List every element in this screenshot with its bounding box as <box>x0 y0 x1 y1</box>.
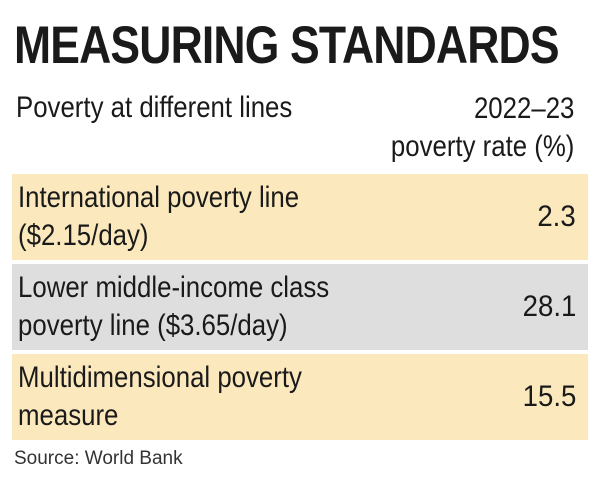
table-row: International poverty line ($2.15/day) 2… <box>12 174 588 260</box>
table-row: Multidimensional poverty measure 15.5 <box>12 354 588 440</box>
table-body: International poverty line ($2.15/day) 2… <box>12 174 588 444</box>
row-value: 28.1 <box>522 290 576 323</box>
row-value: 2.3 <box>537 200 576 233</box>
source-note: Source: World Bank <box>14 448 183 469</box>
row-label: Lower middle-income class poverty line (… <box>18 271 330 342</box>
row-label: International poverty line ($2.15/day) <box>18 181 300 252</box>
chart-title: MEASURING STANDARDS <box>14 16 560 75</box>
header-label: Poverty at different lines <box>16 91 293 124</box>
table-header: Poverty at different lines 2022–23 pover… <box>0 88 598 172</box>
table-row: Lower middle-income class poverty line (… <box>12 264 588 350</box>
row-label: Multidimensional poverty measure <box>18 361 302 432</box>
header-value: 2022–23 poverty rate (%) <box>390 92 574 163</box>
row-value: 15.5 <box>522 380 576 413</box>
